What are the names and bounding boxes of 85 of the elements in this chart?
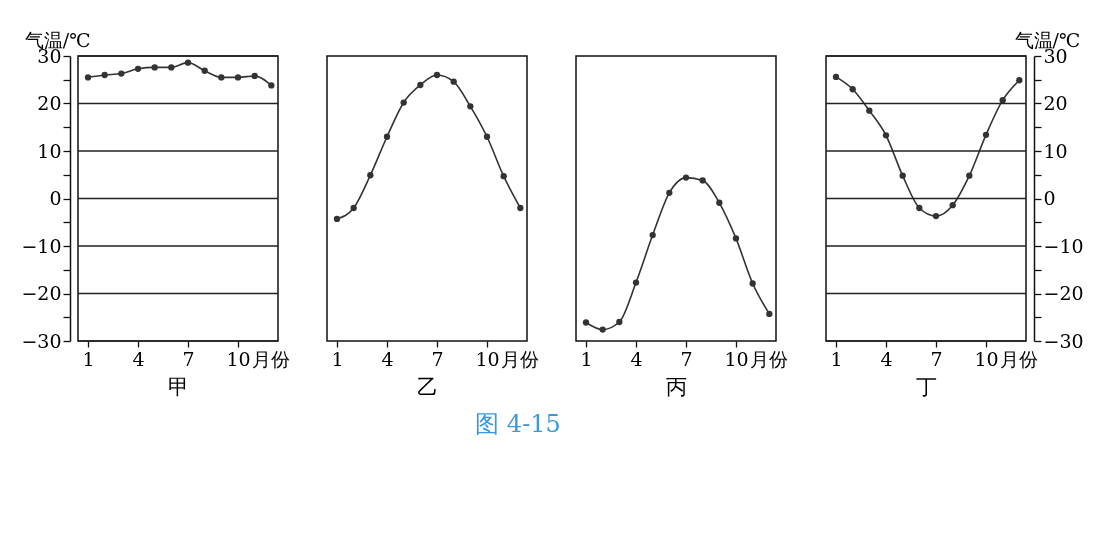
x-tick-label: 7 — [930, 347, 943, 370]
point — [682, 174, 690, 181]
point — [849, 86, 856, 93]
x-tick-label: 4 — [381, 347, 394, 370]
x-tick-label: 7 — [431, 347, 444, 370]
point — [999, 97, 1006, 104]
y2-tick-label: 20 — [1043, 92, 1068, 114]
point — [966, 172, 973, 179]
y-tick-label: 20 — [37, 92, 62, 114]
x-tick-label: 4 — [880, 347, 893, 370]
point — [832, 73, 840, 81]
x-axis-title: 月份 — [500, 347, 539, 370]
point — [866, 107, 873, 114]
text: 乙 — [416, 375, 438, 399]
x-tick-label: 7 — [182, 347, 195, 370]
point — [699, 177, 706, 184]
y-tick-label: 0 — [49, 187, 62, 209]
x-tick-label: 4 — [630, 347, 643, 370]
point — [982, 131, 990, 139]
point — [268, 82, 275, 89]
y-tick-label: 10 — [37, 139, 62, 162]
y2-tick-label: −30 — [1043, 329, 1084, 352]
point — [450, 78, 457, 85]
y-tick-label: −30 — [21, 329, 62, 352]
caption: 图 4-15 — [475, 410, 561, 438]
x-tick-label: 1 — [331, 347, 344, 370]
point — [500, 173, 507, 180]
point — [616, 318, 623, 326]
point — [417, 81, 424, 89]
y2-tick-label: −20 — [1043, 282, 1084, 304]
text: 丁 — [915, 375, 937, 399]
text: 丙 — [665, 375, 687, 399]
point — [1016, 77, 1023, 84]
y2-tick-label: 10 — [1043, 139, 1068, 162]
point — [666, 189, 673, 196]
point — [732, 235, 740, 242]
text: 甲 — [167, 375, 189, 399]
point — [882, 132, 890, 139]
y2-tick-label: 0 — [1043, 187, 1056, 209]
x-axis-title: 月份 — [749, 347, 788, 370]
x-tick-label: 4 — [132, 347, 145, 370]
point — [134, 65, 142, 72]
point — [467, 103, 474, 110]
point — [400, 99, 407, 106]
point — [599, 326, 606, 333]
x-axis-title: 月份 — [999, 347, 1038, 370]
point — [582, 319, 590, 326]
point — [118, 70, 125, 77]
x-tick-label: 1 — [830, 347, 843, 370]
point — [101, 71, 108, 79]
point — [367, 172, 374, 179]
x-axis-title: 月份 — [251, 347, 290, 370]
point — [151, 64, 158, 71]
x-tick-label: 1 — [580, 347, 593, 370]
point — [483, 133, 491, 140]
point — [517, 204, 524, 212]
x-tick-label: 1 — [82, 347, 95, 370]
point — [333, 215, 341, 223]
point — [350, 204, 357, 212]
point — [218, 74, 225, 81]
x-tick-label: 7 — [680, 347, 693, 370]
point — [749, 280, 756, 287]
x-tick-label: 10 — [724, 347, 749, 370]
point — [251, 72, 258, 80]
point — [949, 201, 956, 209]
point — [201, 67, 208, 74]
point — [383, 133, 391, 140]
point — [716, 199, 723, 206]
point — [916, 204, 923, 212]
x-tick-label: 10 — [974, 347, 999, 370]
y-tick-label: −20 — [21, 282, 62, 304]
point — [932, 212, 940, 220]
x-tick-label: 10 — [475, 347, 500, 370]
y-tick-label: −10 — [21, 234, 62, 257]
point — [632, 279, 640, 286]
point — [649, 231, 656, 239]
point — [234, 74, 242, 81]
point — [84, 74, 92, 81]
point — [766, 310, 773, 318]
point — [433, 71, 441, 79]
point — [899, 172, 906, 179]
x-tick-label: 10 — [226, 347, 251, 370]
point — [168, 64, 175, 71]
y2-tick-label: −10 — [1043, 234, 1084, 257]
point — [184, 59, 192, 66]
